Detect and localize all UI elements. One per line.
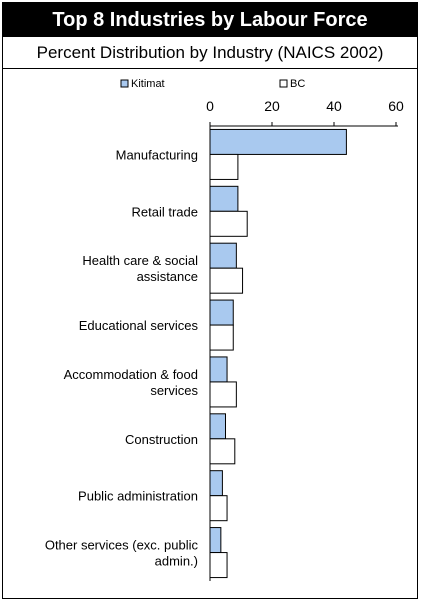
legend-label-1: Kitimat xyxy=(131,78,165,90)
chart-title: Top 8 Industries by Labour Force xyxy=(3,3,417,37)
chart-frame: Top 8 Industries by Labour Force Percent… xyxy=(2,2,418,599)
bar-bc-1 xyxy=(209,153,239,180)
legend-swatch-2 xyxy=(279,79,288,88)
category-label: assistance xyxy=(137,269,198,284)
bar-kitimat-8 xyxy=(209,527,222,554)
category-label: Construction xyxy=(125,432,198,447)
bar-bc-5 xyxy=(209,381,237,408)
category-label: Health care & social xyxy=(82,253,198,268)
bar-bc-4 xyxy=(209,324,234,351)
bar-bc-2 xyxy=(209,210,248,237)
bar-chart: Kitimat BC 0 20 40 60 Manufacturing Retail trad… xyxy=(45,78,404,581)
category-label: services xyxy=(150,383,198,398)
category-label: Accommodation & food xyxy=(64,367,198,382)
bar-kitimat-2 xyxy=(209,185,239,212)
bar-bc-6 xyxy=(209,438,236,465)
x-tick-label: 60 xyxy=(388,98,404,114)
category-label: Educational services xyxy=(79,318,199,333)
chart-subtitle: Percent Distribution by Industry (NAICS … xyxy=(3,39,417,69)
bar-kitimat-6 xyxy=(209,413,226,440)
bar-bc-8 xyxy=(209,552,228,579)
category-label: Retail trade xyxy=(132,204,198,219)
bar-kitimat-3 xyxy=(209,242,237,269)
bar-kitimat-1 xyxy=(209,128,347,155)
bar-kitimat-7 xyxy=(209,470,223,497)
x-tick-label: 20 xyxy=(264,98,280,114)
bar-bc-3 xyxy=(209,267,244,294)
x-tick-label: 0 xyxy=(206,98,214,114)
legend-label-2: BC xyxy=(290,78,305,90)
legend-swatch-1 xyxy=(120,79,129,88)
bar-kitimat-4 xyxy=(209,299,234,326)
x-tick-label: 40 xyxy=(326,98,342,114)
category-label: Manufacturing xyxy=(116,147,198,162)
category-label: Public administration xyxy=(78,489,198,504)
category-label: admin.) xyxy=(155,554,198,569)
bar-kitimat-5 xyxy=(209,356,228,383)
bar-bc-7 xyxy=(209,495,228,522)
category-label: Other services (exc. public xyxy=(45,538,199,553)
